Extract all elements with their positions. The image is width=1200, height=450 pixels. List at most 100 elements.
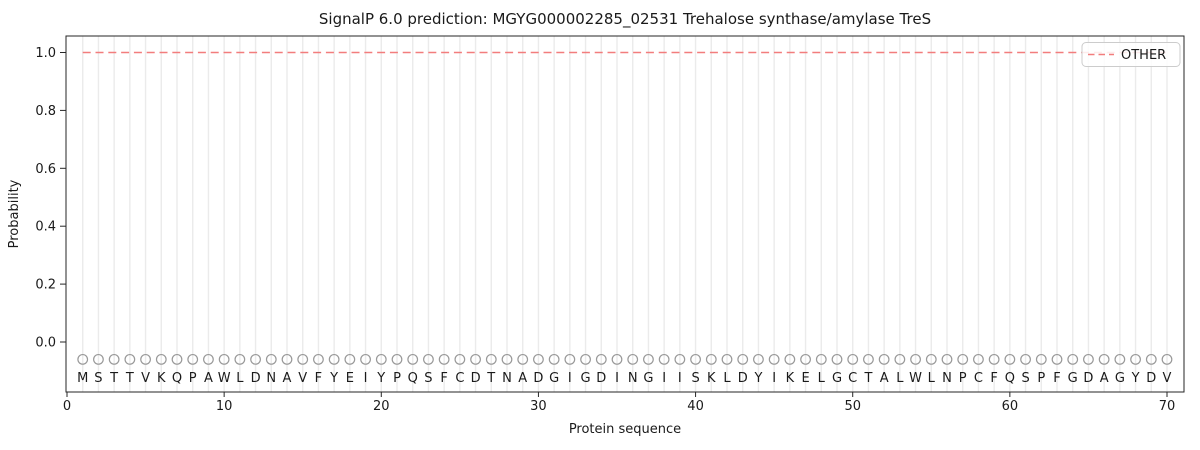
residue-marker [155,353,167,365]
residue-letter: P [1037,371,1045,386]
residue-letter: K [786,371,795,386]
residue-letter: G [549,371,559,386]
residue-marker [1145,353,1157,365]
residue-marker [77,353,89,365]
residue-marker [485,353,497,365]
residue-marker [1114,353,1126,365]
residue-marker [250,353,261,365]
residue-letter: V [141,371,150,386]
residue-letter: D [533,371,543,386]
residue-letter: D [596,371,606,386]
residue-letter: S [691,371,699,386]
residue-letter: G [643,371,653,386]
residue-letter: S [424,371,432,386]
residue-letter: V [298,371,307,386]
residue-marker [690,353,701,365]
residue-marker [910,353,921,365]
residue-marker [407,353,419,365]
residue-letter: I [678,371,682,386]
residue-marker [925,353,937,365]
residue-letter: G [1068,371,1078,386]
residue-marker [533,353,544,365]
residue-marker [1051,353,1063,365]
residue-marker [328,353,340,365]
residue-letter: G [832,371,842,386]
residue-marker [988,353,1000,365]
residue-marker [187,353,199,365]
residue-marker [1004,353,1016,365]
residue-letter: N [942,371,952,386]
residue-marker [391,353,403,365]
residue-letter: T [486,371,495,386]
residue-marker [1035,353,1047,365]
residue-letter: L [818,371,826,386]
x-tick-label: 50 [844,399,861,414]
residue-marker [957,353,969,365]
residue-marker [140,353,151,365]
residue-letter: S [94,371,102,386]
residue-letter: Q [1005,371,1015,386]
residue-marker [658,353,670,365]
residue-letter: T [863,371,872,386]
residue-marker [108,353,120,365]
residue-letter: I [662,371,666,386]
residue-marker [973,353,984,365]
residue-letter: L [236,371,244,386]
residue-marker [1083,353,1094,365]
residue-marker [894,353,906,365]
residue-letter: F [990,371,997,386]
residue-marker [705,353,717,365]
residue-letter: C [455,371,464,386]
residue-marker [737,353,749,365]
residue-marker [1161,353,1173,365]
residue-marker [595,353,607,365]
residue-markers-group [77,353,1173,365]
residue-marker [611,353,623,365]
residue-letter: Q [172,371,182,386]
x-axis-label: Protein sequence [569,422,681,437]
residue-marker [375,353,387,365]
residue-marker [360,353,371,365]
residue-marker [218,353,230,365]
axes-frame [65,35,1185,393]
residue-marker [831,353,843,365]
residue-letter: I [615,371,619,386]
residue-letter: D [471,371,481,386]
residue-marker [281,353,293,365]
residue-letter: P [189,371,197,386]
y-tick-label: 0.2 [35,278,56,293]
residue-letter: A [518,371,527,386]
residue-marker [627,353,639,365]
residue-letter: F [1053,371,1060,386]
residue-marker [501,353,513,365]
residue-letter: A [880,371,889,386]
residue-marker [234,353,246,365]
residue-letter: L [928,371,936,386]
residue-letter: N [502,371,512,386]
residue-marker [438,353,450,365]
residue-letter: P [393,371,401,386]
residue-letter: V [1163,371,1172,386]
residue-letter: A [204,371,213,386]
residue-letter: E [801,371,809,386]
residue-letter: T [109,371,118,386]
residue-letter: Y [1131,371,1140,386]
residue-letter: I [772,371,776,386]
residue-marker [93,353,104,365]
y-axis-label: Probability [7,179,22,248]
residue-letter: S [1021,371,1029,386]
residue-marker [721,353,733,365]
residue-marker [784,353,796,365]
y-tick-label: 0.6 [35,162,56,177]
residue-marker [1098,353,1110,365]
residue-marker [423,353,434,365]
residue-marker [941,353,953,365]
residue-letter: A [283,371,292,386]
residue-letter: L [723,371,731,386]
residue-letter: K [157,371,166,386]
residue-marker [878,353,890,365]
residue-marker [265,353,277,365]
